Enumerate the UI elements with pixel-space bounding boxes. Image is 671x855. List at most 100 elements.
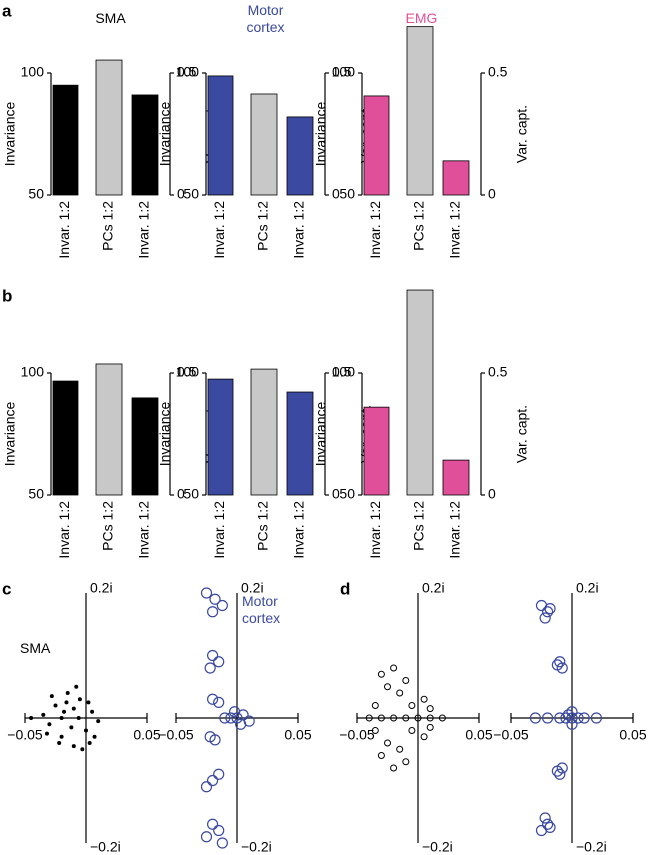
bar bbox=[250, 93, 278, 196]
scatter-point bbox=[426, 723, 434, 731]
y-tick-label: 100 bbox=[176, 364, 200, 380]
scatter-point bbox=[219, 712, 231, 724]
scatter-point bbox=[426, 714, 434, 722]
scatter-point bbox=[541, 712, 554, 724]
y-axis-label: Invariance bbox=[157, 401, 173, 466]
scatter-point bbox=[228, 706, 241, 718]
scatter-point bbox=[90, 709, 95, 714]
scatter-point bbox=[71, 744, 76, 749]
scatter-point bbox=[541, 818, 554, 830]
scatter-point bbox=[590, 712, 603, 724]
scatter-point bbox=[207, 606, 219, 618]
scatter-point bbox=[371, 727, 379, 734]
scatter-point bbox=[213, 656, 225, 668]
scatter-point bbox=[59, 716, 64, 720]
bar bbox=[207, 378, 234, 496]
scatter-point bbox=[200, 587, 213, 599]
scatter-point bbox=[396, 745, 404, 753]
scatter-point bbox=[213, 824, 225, 837]
x-tick-label: PCs 1:2 bbox=[100, 201, 116, 251]
y-tick-label: 50 bbox=[183, 486, 199, 502]
scatter-point bbox=[44, 731, 49, 736]
scatter-point bbox=[213, 696, 225, 708]
scatter-point bbox=[69, 725, 74, 730]
scatter-point bbox=[554, 656, 566, 668]
scatter-point bbox=[207, 818, 219, 830]
y-axis-label: Invariance bbox=[313, 401, 329, 466]
scatter-point bbox=[65, 691, 70, 695]
panel-label: c bbox=[2, 579, 11, 598]
x-tick-label: PCs 1:2 bbox=[255, 501, 271, 551]
scatter-point bbox=[207, 693, 219, 705]
scatter-point bbox=[572, 712, 584, 724]
y-axis-label: Invariance bbox=[157, 101, 173, 166]
scatter-point bbox=[566, 718, 578, 730]
bar bbox=[250, 368, 278, 496]
scatter-point bbox=[76, 716, 81, 720]
scatter-point bbox=[53, 703, 58, 708]
y-tick-label: −0.2i bbox=[576, 839, 607, 855]
bar bbox=[406, 289, 434, 496]
scatter-point bbox=[562, 709, 574, 721]
x-tick-label: Invar. 1:2 bbox=[56, 201, 72, 259]
scatter-point bbox=[578, 712, 590, 724]
scatter-point bbox=[566, 706, 578, 718]
x-tick-label: 0.05 bbox=[619, 727, 646, 743]
scatter-point bbox=[71, 706, 76, 711]
x-tick-label: −0.05 bbox=[339, 727, 375, 743]
scatter-point bbox=[209, 593, 221, 605]
scatter-point bbox=[41, 712, 46, 717]
x-tick-label: Invar. 1:2 bbox=[291, 501, 307, 559]
y-tick-label: 100 bbox=[176, 64, 200, 80]
scatter-point bbox=[92, 734, 97, 739]
scatter-point bbox=[402, 714, 410, 722]
x-tick-label: −0.05 bbox=[493, 727, 529, 743]
bar bbox=[52, 84, 79, 196]
scatter-point bbox=[77, 697, 82, 702]
x-tick-label: 0.05 bbox=[465, 727, 492, 743]
scatter-point bbox=[47, 722, 52, 727]
scatter-point bbox=[62, 709, 67, 714]
scatter-point bbox=[426, 705, 434, 713]
x-tick-label: PCs 1:2 bbox=[100, 501, 116, 551]
y-axis-label: Invariance bbox=[313, 101, 329, 166]
scatter-point bbox=[541, 606, 554, 618]
y2-tick-label: 0.5 bbox=[488, 64, 508, 80]
scatter-point bbox=[96, 719, 101, 724]
y2-tick-label: 0 bbox=[177, 186, 185, 202]
bar bbox=[286, 116, 314, 196]
scatter-point bbox=[384, 739, 391, 747]
y-tick-label: 0.2i bbox=[90, 580, 113, 596]
annotation: SMA bbox=[20, 640, 51, 656]
scatter-point bbox=[396, 689, 404, 697]
scatter-point bbox=[213, 768, 225, 780]
y-tick-label: 50 bbox=[28, 186, 44, 202]
scatter-point bbox=[529, 712, 542, 724]
scatter-point bbox=[377, 670, 385, 678]
chart-title: Motor cortex bbox=[246, 2, 285, 35]
scatter-point bbox=[64, 700, 69, 705]
x-tick-label: Invar. 1:2 bbox=[447, 501, 463, 559]
scatter-point bbox=[390, 714, 398, 722]
scatter-point bbox=[204, 731, 216, 743]
panel-label: b bbox=[2, 286, 12, 305]
scatter-point bbox=[390, 764, 398, 772]
scatter-point bbox=[225, 712, 237, 724]
y-tick-label: 100 bbox=[332, 364, 356, 380]
scatter-point bbox=[84, 728, 88, 733]
x-tick-label: Invar. 1:2 bbox=[367, 201, 383, 259]
y-tick-label: 50 bbox=[183, 186, 199, 202]
y-tick-label: 0.2i bbox=[241, 580, 264, 596]
y-tick-label: 0.2i bbox=[576, 580, 599, 596]
chart-title: EMG bbox=[405, 10, 438, 26]
scatter-point bbox=[544, 603, 556, 615]
bar bbox=[52, 380, 79, 496]
y-tick-label: 50 bbox=[339, 486, 355, 502]
y-tick-label: 50 bbox=[28, 486, 44, 502]
x-tick-label: PCs 1:2 bbox=[411, 201, 427, 251]
bar bbox=[95, 363, 123, 496]
y-axis-label: Invariance bbox=[2, 401, 18, 466]
scatter-point bbox=[216, 599, 228, 612]
